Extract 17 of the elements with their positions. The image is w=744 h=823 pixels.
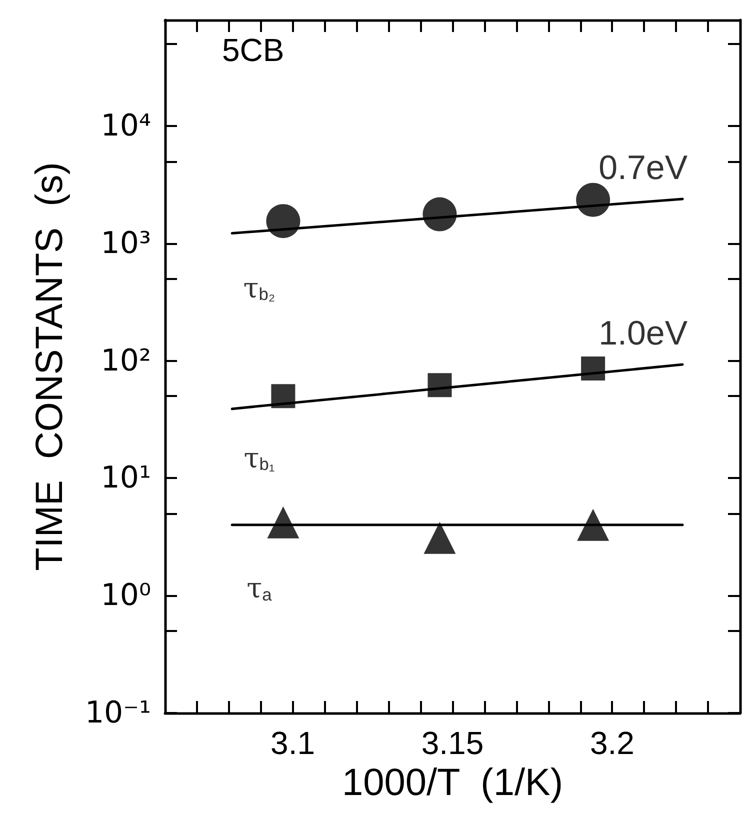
series-label: τb₁ <box>244 441 275 474</box>
x-axis-title: 1000/T (1/K) <box>342 762 564 804</box>
y-tick-label: 10² <box>100 343 151 378</box>
y-tick-label: 10⁻¹ <box>84 696 151 730</box>
legend-label: τb₂ <box>243 271 276 304</box>
annotation: 5CB <box>222 32 284 68</box>
x-tick-label: 3.15 <box>421 725 484 761</box>
y-tick-label: 10⁰ <box>100 578 151 614</box>
y-tick-label: 10⁴ <box>100 108 151 144</box>
y-tick-label: 10³ <box>100 226 151 261</box>
annotation: 1.0eV <box>598 314 688 353</box>
series-label: τa <box>246 572 272 605</box>
x-tick-label: 3.2 <box>590 725 634 761</box>
annotation: 0.7eV <box>598 148 688 187</box>
x-tick-label: 3.1 <box>270 725 316 761</box>
y-tick-label: 10¹ <box>100 460 151 496</box>
y-axis-title: TIME CONSTANTS (s) <box>29 162 71 571</box>
